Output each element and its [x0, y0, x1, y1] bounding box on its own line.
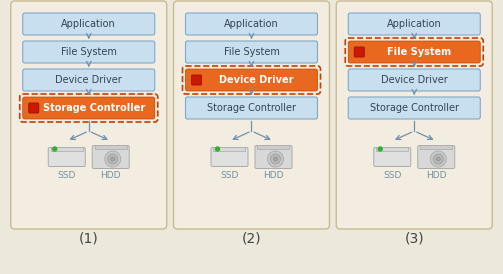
- FancyBboxPatch shape: [29, 103, 39, 113]
- Circle shape: [53, 147, 57, 151]
- FancyBboxPatch shape: [92, 145, 129, 169]
- FancyBboxPatch shape: [348, 41, 480, 63]
- Text: (2): (2): [241, 231, 262, 245]
- FancyBboxPatch shape: [348, 69, 480, 91]
- FancyBboxPatch shape: [336, 1, 492, 229]
- Text: Device Driver: Device Driver: [219, 75, 294, 85]
- Text: Storage Controller: Storage Controller: [207, 103, 296, 113]
- Circle shape: [274, 157, 278, 161]
- Text: Storage Controller: Storage Controller: [43, 103, 145, 113]
- FancyBboxPatch shape: [11, 1, 167, 229]
- Text: (1): (1): [79, 231, 99, 245]
- FancyBboxPatch shape: [23, 41, 155, 63]
- FancyBboxPatch shape: [186, 69, 317, 91]
- FancyBboxPatch shape: [354, 47, 364, 57]
- Text: (3): (3): [404, 231, 424, 245]
- Circle shape: [430, 151, 446, 167]
- Bar: [420, 145, 452, 149]
- Bar: [51, 147, 83, 151]
- Text: SSD: SSD: [383, 171, 401, 180]
- Text: Device Driver: Device Driver: [55, 75, 122, 85]
- FancyBboxPatch shape: [23, 13, 155, 35]
- Bar: [95, 145, 127, 149]
- Circle shape: [271, 154, 281, 164]
- Text: Application: Application: [387, 19, 442, 29]
- FancyBboxPatch shape: [418, 145, 455, 169]
- Circle shape: [436, 157, 440, 161]
- FancyBboxPatch shape: [255, 145, 292, 169]
- Circle shape: [433, 154, 443, 164]
- Text: SSD: SSD: [220, 171, 239, 180]
- Bar: [258, 145, 290, 149]
- FancyBboxPatch shape: [374, 147, 411, 167]
- FancyBboxPatch shape: [348, 13, 480, 35]
- FancyBboxPatch shape: [174, 1, 329, 229]
- Bar: [213, 147, 245, 151]
- Text: File System: File System: [223, 47, 280, 57]
- Text: File System: File System: [61, 47, 117, 57]
- FancyBboxPatch shape: [48, 147, 85, 167]
- Text: Application: Application: [224, 19, 279, 29]
- Circle shape: [378, 147, 382, 151]
- Text: File System: File System: [387, 47, 451, 57]
- FancyBboxPatch shape: [23, 97, 155, 119]
- FancyBboxPatch shape: [186, 13, 317, 35]
- Circle shape: [268, 151, 284, 167]
- FancyBboxPatch shape: [348, 97, 480, 119]
- Circle shape: [111, 157, 115, 161]
- Text: HDD: HDD: [101, 171, 121, 180]
- Circle shape: [105, 151, 121, 167]
- Text: Storage Controller: Storage Controller: [370, 103, 459, 113]
- FancyBboxPatch shape: [23, 69, 155, 91]
- Circle shape: [108, 154, 118, 164]
- FancyBboxPatch shape: [211, 147, 248, 167]
- Text: HDD: HDD: [263, 171, 284, 180]
- Text: HDD: HDD: [426, 171, 447, 180]
- FancyBboxPatch shape: [192, 75, 202, 85]
- Text: Device Driver: Device Driver: [381, 75, 448, 85]
- FancyBboxPatch shape: [186, 41, 317, 63]
- Circle shape: [215, 147, 219, 151]
- Text: Application: Application: [61, 19, 116, 29]
- FancyBboxPatch shape: [186, 97, 317, 119]
- Bar: [376, 147, 408, 151]
- Text: SSD: SSD: [57, 171, 76, 180]
